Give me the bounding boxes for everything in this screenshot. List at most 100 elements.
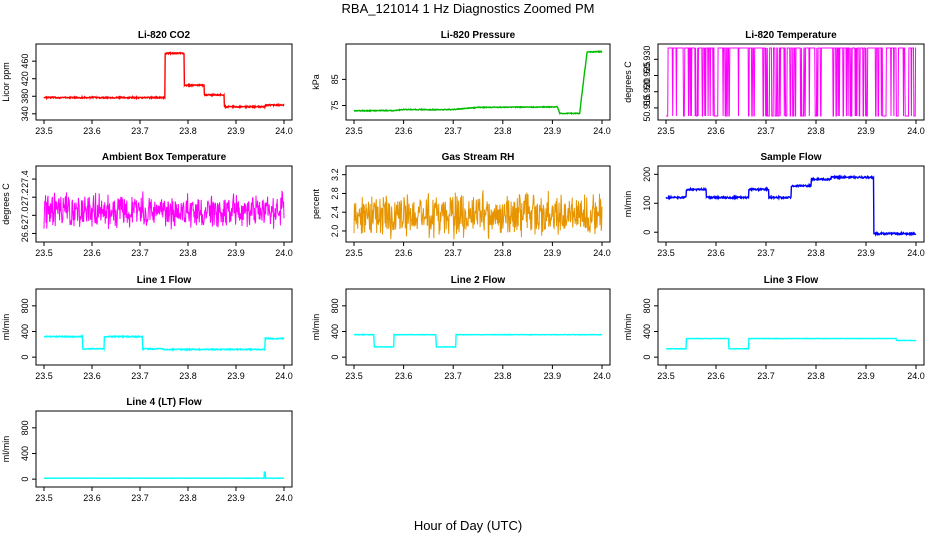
chart-title: Li-820 Temperature	[745, 30, 837, 41]
x-tick-label: 24.0	[275, 126, 293, 136]
x-tick-label: 23.8	[494, 126, 512, 136]
x-tick-label: 23.9	[544, 248, 562, 258]
y-tick-label: 2.8	[330, 187, 340, 200]
x-tick-label: 23.8	[179, 126, 197, 136]
x-tick-label: 23.6	[707, 371, 725, 381]
x-tick-label: 23.8	[179, 493, 197, 503]
x-axis-title: Hour of Day (UTC)	[413, 518, 523, 533]
x-tick-label: 23.6	[83, 371, 101, 381]
chart-title: Sample Flow	[760, 152, 821, 163]
data-series-co2	[43, 51, 285, 110]
plot-frame	[345, 288, 611, 366]
plot-frame	[345, 43, 611, 121]
x-tick-label: 23.5	[35, 126, 53, 136]
data-series-box-temp	[43, 190, 285, 230]
y-tick-label: 26.6	[20, 225, 30, 243]
plot-frame	[35, 288, 293, 366]
chart-rh: Gas Stream RH percent 23.5 23.6 23.7 23.8 23.9…	[311, 152, 611, 258]
chart-title: Line 2 Flow	[451, 275, 506, 286]
x-tick-label: 24.0	[593, 371, 611, 381]
x-tick-label: 23.6	[707, 126, 725, 136]
x-tick-label: 24.0	[593, 126, 611, 136]
plot-frame	[35, 165, 293, 243]
x-tick-label: 23.7	[757, 126, 775, 136]
y-tick-label: 27.4	[20, 170, 30, 188]
chart-title: Gas Stream RH	[442, 152, 515, 163]
chart-title: Li-820 CO2	[138, 30, 191, 41]
data-series-line4	[43, 471, 285, 480]
y-tick-label: 2.4	[330, 206, 340, 219]
x-tick-label: 23.5	[657, 126, 675, 136]
plot-frame	[35, 43, 293, 121]
chart-title: Line 3 Flow	[764, 275, 819, 286]
x-tick-label: 24.0	[907, 248, 925, 258]
plot-frame	[657, 43, 925, 121]
y-tick-label: 400	[20, 446, 30, 461]
x-tick-label: 23.6	[83, 493, 101, 503]
y-tick-label: 50.925	[642, 62, 652, 90]
y-tick-label: 0	[642, 355, 652, 360]
x-tick-label: 23.7	[444, 371, 462, 381]
x-tick-label: 23.7	[131, 371, 149, 381]
y-axis-label: kPa	[311, 74, 321, 90]
x-tick-label: 23.8	[807, 248, 825, 258]
x-tick-label: 23.9	[227, 248, 245, 258]
y-tick-label: 460	[20, 54, 30, 69]
data-series-rh	[353, 190, 603, 240]
x-tick-label: 23.9	[544, 371, 562, 381]
x-tick-label: 23.9	[227, 371, 245, 381]
x-tick-label: 23.7	[444, 126, 462, 136]
y-tick-label: 3.2	[330, 168, 340, 181]
chart-li820-temp: Li-820 Temperature degrees C 23.5 23.6 23.7 2…	[623, 30, 925, 136]
x-tick-label: 23.5	[657, 371, 675, 381]
x-tick-label: 23.6	[83, 248, 101, 258]
x-tick-label: 23.6	[707, 248, 725, 258]
x-tick-label: 23.5	[35, 248, 53, 258]
plot-frame	[35, 410, 293, 488]
x-tick-label: 23.7	[131, 248, 149, 258]
x-tick-label: 23.6	[395, 248, 413, 258]
data-series-sample-flow	[665, 174, 917, 237]
main-title: RBA_121014 1 Hz Diagnostics Zoomed PM	[341, 1, 595, 16]
y-tick-label: 85	[330, 74, 340, 84]
y-tick-label: 100	[642, 196, 652, 211]
x-tick-label: 23.5	[345, 248, 363, 258]
x-tick-label: 23.7	[757, 371, 775, 381]
y-axis-label: degrees C	[1, 183, 11, 225]
plot-frame	[345, 165, 611, 243]
y-tick-label: 27.0	[20, 207, 30, 225]
y-axis-label: degrees C	[623, 61, 633, 103]
y-tick-label: 400	[642, 324, 652, 339]
x-tick-label: 23.7	[757, 248, 775, 258]
y-axis-label: ml/min	[1, 436, 11, 463]
x-tick-label: 24.0	[593, 248, 611, 258]
x-tick-label: 23.5	[657, 248, 675, 258]
y-tick-label: 400	[330, 324, 340, 339]
y-tick-label: 420	[20, 71, 30, 86]
x-tick-label: 23.5	[35, 493, 53, 503]
chart-title: Line 1 Flow	[137, 275, 192, 286]
x-tick-label: 23.9	[857, 248, 875, 258]
y-tick-label: 2.0	[330, 225, 340, 238]
chart-title: Li-820 Pressure	[441, 30, 516, 41]
y-tick-label: 340	[20, 106, 30, 121]
x-tick-label: 23.6	[395, 126, 413, 136]
chart-co2: Li-820 CO2 Licor ppm 23.5 23.6 23.7 23.8 23.9 2…	[1, 30, 293, 136]
y-tick-label: 50.930	[642, 46, 652, 74]
x-tick-label: 23.8	[179, 248, 197, 258]
chart-title: Line 4 (LT) Flow	[126, 397, 202, 408]
x-tick-label: 23.5	[35, 371, 53, 381]
y-axis-label: ml/min	[311, 314, 321, 341]
x-tick-label: 24.0	[275, 493, 293, 503]
data-series-line1	[43, 333, 285, 352]
plot-frame	[657, 288, 925, 366]
y-tick-label: 27.2	[20, 188, 30, 206]
x-tick-label: 24.0	[907, 126, 925, 136]
y-tick-label: 400	[20, 324, 30, 339]
y-axis-label: ml/min	[623, 314, 633, 341]
y-axis-label: ml/min	[1, 314, 11, 341]
x-tick-label: 23.8	[807, 371, 825, 381]
plot-frame	[657, 165, 925, 243]
x-tick-label: 23.6	[83, 126, 101, 136]
